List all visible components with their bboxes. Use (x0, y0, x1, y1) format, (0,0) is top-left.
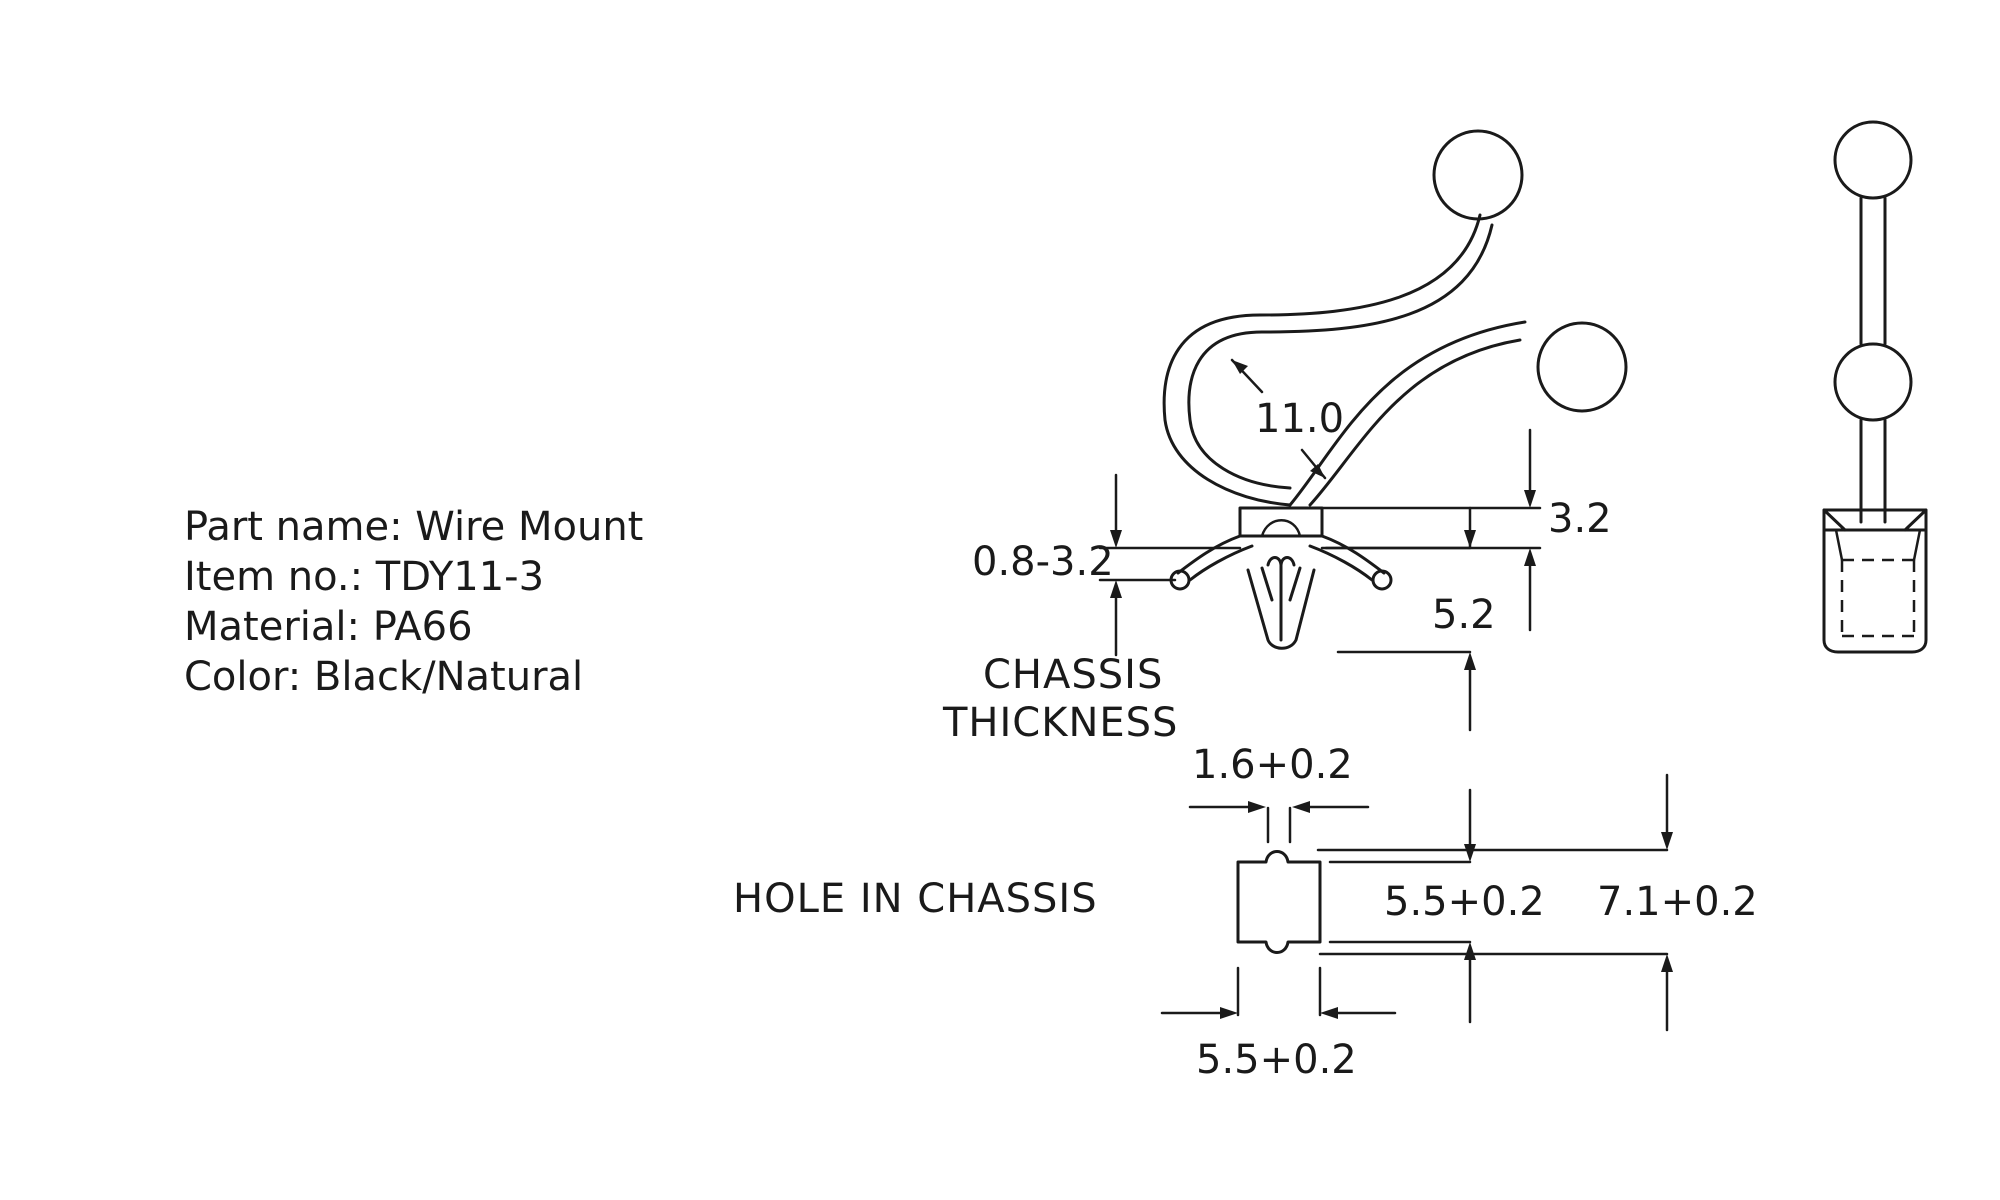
slot-width-label: 1.6+0.2 (1192, 742, 1353, 788)
side-inner-taper (1834, 528, 1922, 562)
side-base (1822, 508, 1928, 654)
hole-height-arrow-down (1464, 844, 1476, 862)
loop-arrow-bottom (1310, 464, 1325, 478)
upper-hook-arm (1162, 213, 1494, 507)
side-stem (1859, 196, 1887, 524)
hole-height-arrow-up (1464, 942, 1476, 960)
hole-width-arrow-right (1320, 1007, 1338, 1019)
overall-height-arrow-up (1661, 954, 1673, 972)
slot-width-lines (1188, 805, 1370, 844)
right-wing (1308, 534, 1386, 582)
lower-hook-ball (1536, 321, 1628, 413)
overall-height-label: 7.1+0.2 (1597, 879, 1758, 925)
side-view (1822, 120, 1928, 654)
slot-arrow-left (1248, 801, 1266, 813)
front-dimensions: 11.0 3.2 0.8-3.2 5.2 (972, 358, 1612, 732)
side-hidden-lines (1840, 558, 1916, 638)
left-wing (1176, 534, 1254, 582)
loop-arrow-top (1232, 360, 1248, 374)
lower-hook-arm (1288, 320, 1527, 507)
overall-height-lines (1316, 773, 1669, 1032)
slot-arrow-right (1292, 801, 1310, 813)
upper-hook-ball (1432, 129, 1524, 221)
hole-view: 1.6+0.2 5.5+0.2 7.1+0.2 5.5+0.2 (1160, 742, 1758, 1083)
item-number-text: Item no.: TDY11-3 (184, 554, 545, 600)
overall-height-arrow-down (1661, 832, 1673, 850)
side-top-ball (1833, 120, 1913, 200)
chassis-arrow-up (1110, 580, 1122, 598)
hole-height-label: 5.5+0.2 (1384, 879, 1545, 925)
hole-width-arrow-left (1220, 1007, 1238, 1019)
hole-in-chassis-label: HOLE IN CHASSIS (733, 876, 1098, 922)
mount-base-block (1238, 506, 1324, 538)
clip-height-label: 5.2 (1432, 592, 1496, 638)
part-spec-block: Part name: Wire Mount Item no.: TDY11-3 … (184, 502, 643, 702)
hole-width-lines (1160, 966, 1397, 1017)
clip-body (1246, 556, 1316, 650)
top-height-label: 3.2 (1548, 496, 1612, 542)
material-text: Material: PA66 (184, 604, 473, 650)
side-middle-ball (1833, 342, 1913, 422)
loop-diameter-label: 11.0 (1255, 396, 1344, 442)
hole-outline (1236, 850, 1322, 954)
hole-width-label: 5.5+0.2 (1196, 1037, 1357, 1083)
chassis-arrow-down (1110, 530, 1122, 548)
color-text: Color: Black/Natural (184, 654, 584, 700)
chassis-range-label: 0.8-3.2 (972, 539, 1114, 585)
mount-base-notch (1260, 519, 1302, 538)
chassis-thickness-label-line2: THICKNESS (942, 700, 1178, 746)
top-height-lines (1320, 428, 1542, 632)
chassis-thickness-label-line1: CHASSIS (983, 652, 1163, 698)
part-name-text: Part name: Wire Mount (184, 504, 644, 550)
clip-height-arrow-down (1464, 530, 1476, 548)
top-height-arrow-down (1524, 490, 1536, 508)
clip-height-arrow-up (1464, 652, 1476, 670)
hole-height-lines (1328, 788, 1472, 1024)
top-height-arrow-up (1524, 548, 1536, 566)
front-view (1162, 129, 1628, 650)
chassis-range-lines (1098, 473, 1242, 657)
right-wing-tip (1371, 569, 1393, 591)
